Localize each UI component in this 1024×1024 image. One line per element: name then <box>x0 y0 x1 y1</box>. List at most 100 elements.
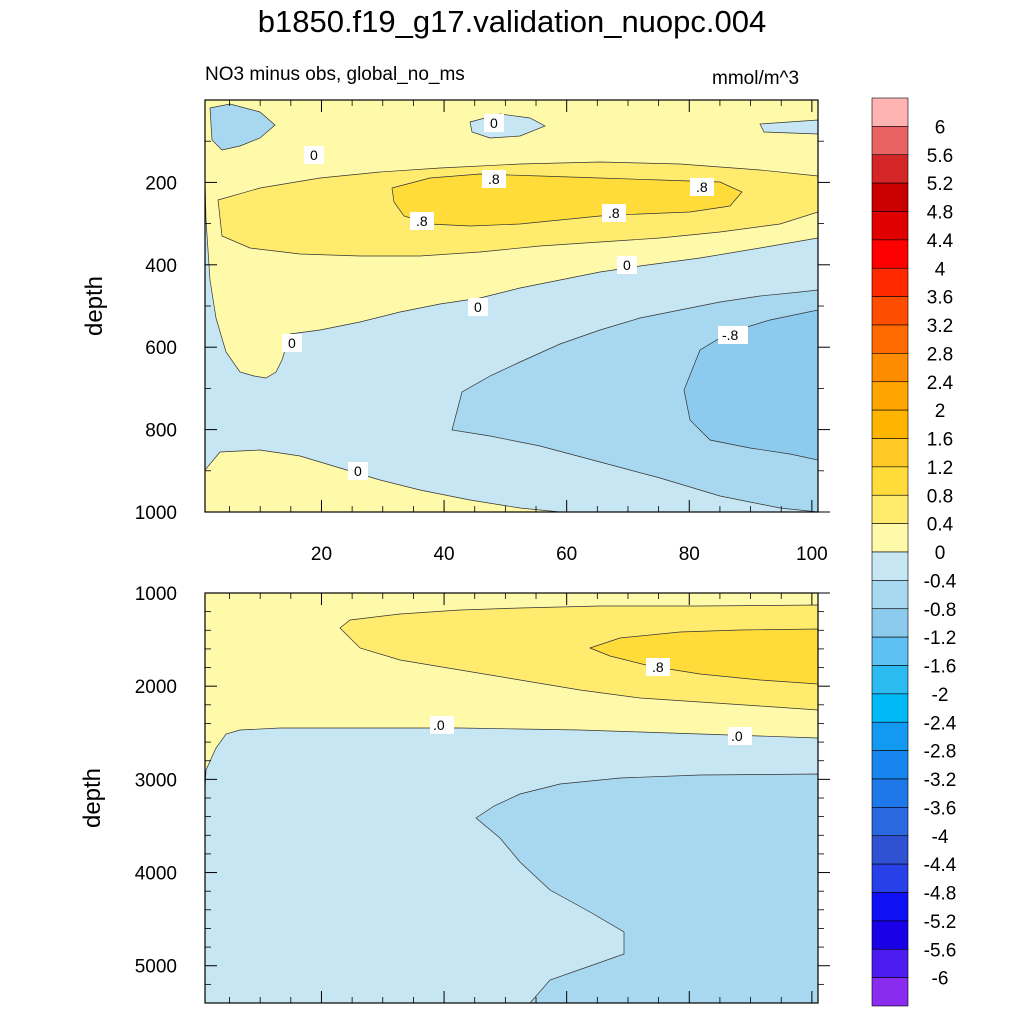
colorbar-label-16: -0.4 <box>924 571 957 592</box>
bottom-y-tick-label-3: 4000 <box>135 864 177 885</box>
colorbar-swatch-24 <box>871 778 909 808</box>
bottom-y-tick-label-4: 5000 <box>135 957 177 978</box>
colorbar-label-17: -0.8 <box>924 600 957 621</box>
units-label: mmol/m^3 <box>712 68 800 89</box>
colorbar-swatch-4 <box>871 211 909 241</box>
colorbar-swatch-5 <box>871 239 909 269</box>
colorbar-swatch-31 <box>871 977 909 1007</box>
colorbar-swatch-18 <box>871 608 909 638</box>
top-y-tick-label-3: 800 <box>145 421 177 442</box>
top-x-tick-label-3: 80 <box>679 544 700 565</box>
colorbar-swatch-23 <box>871 750 909 780</box>
contour-label-bot-0: .8 <box>652 659 664 675</box>
colorbar-label-19: -1.6 <box>924 657 957 678</box>
contour-label-top-7: 0 <box>474 299 482 315</box>
colorbar-label-20: -2 <box>932 685 949 706</box>
colorbar-label-22: -2.8 <box>924 742 957 763</box>
colorbar-swatch-25 <box>871 807 909 837</box>
bottom-contour-labels: .8 .0 .0 <box>430 658 752 745</box>
axes: 20 40 60 80 100 200 400 600 800 1000 1000 2000 3000 4… <box>135 100 830 1003</box>
contour-label-top-4: .8 <box>608 205 620 221</box>
contour-label-bot-2: .0 <box>731 728 743 744</box>
top-upper-negative-band-3 <box>759 119 818 135</box>
top-y-tick-label-4: 1000 <box>135 503 177 524</box>
top-panel-contours <box>205 100 818 512</box>
contour-label-top-10: 0 <box>354 463 362 479</box>
colorbar-label-8: 2.8 <box>927 344 953 365</box>
bottom-y-axis-label: depth <box>79 768 106 828</box>
colorbar-swatch-20 <box>871 665 909 695</box>
colorbar-label-11: 1.6 <box>927 430 953 451</box>
top-upper-negative-band <box>209 103 276 151</box>
colorbar-label-18: -1.2 <box>924 628 957 649</box>
colorbar-swatch-26 <box>871 835 909 865</box>
top-contour-labels: 0 0 .8 .8 .8 .8 0 0 0 -.8 0 <box>282 114 748 480</box>
colorbar-label-15: 0 <box>935 543 946 564</box>
colorbar-swatch-8 <box>871 324 909 354</box>
contour-label-top-0: 0 <box>310 147 318 163</box>
colorbar-swatch-13 <box>871 466 909 496</box>
bottom-y-tick-label-2: 3000 <box>135 770 177 791</box>
top-x-tick-label-1: 40 <box>433 544 454 565</box>
bottom-y-tick-label-1: 2000 <box>135 677 177 698</box>
contour-label-top-6: 0 <box>623 257 631 273</box>
colorbar-swatch-28 <box>871 892 909 922</box>
colorbar-label-25: -4 <box>932 827 949 848</box>
colorbar-swatch-7 <box>871 296 909 326</box>
bottom-neg04-region <box>475 773 818 1003</box>
contour-label-top-2: .8 <box>488 171 500 187</box>
colorbar-swatch-6 <box>871 267 909 297</box>
top-x-tick-label-2: 60 <box>556 544 577 565</box>
contour-label-top-5: .8 <box>696 179 708 195</box>
top-x-tick-label-4: 100 <box>796 544 828 565</box>
colorbar-label-0: 6 <box>935 117 946 138</box>
colorbar-label-24: -3.6 <box>924 798 957 819</box>
contour-label-top-3: .8 <box>416 213 428 229</box>
colorbar-swatch-12 <box>871 438 909 468</box>
colorbar-label-1: 5.6 <box>927 146 953 167</box>
top-y-axis-label: depth <box>81 276 108 336</box>
top-x-tick-label-0: 20 <box>311 544 332 565</box>
contour-label-top-8: 0 <box>288 335 296 351</box>
colorbar-swatch-9 <box>871 353 909 383</box>
top-y-tick-label-0: 200 <box>145 173 177 194</box>
colorbar-swatch-2 <box>871 154 909 184</box>
top-bottom-positive-band <box>205 449 561 512</box>
bottom-y-tick-label-0: 1000 <box>135 584 177 605</box>
colorbar-label-13: 0.8 <box>927 486 953 507</box>
colorbar-swatch-10 <box>871 381 909 411</box>
colorbar-swatch-11 <box>871 409 909 439</box>
colorbar-label-3: 4.8 <box>927 203 953 224</box>
colorbar-swatch-3 <box>871 182 909 212</box>
colorbar-label-14: 0.4 <box>927 515 954 536</box>
colorbar-label-30: -6 <box>932 969 949 990</box>
colorbar-label-2: 5.2 <box>927 174 953 195</box>
colorbar-swatch-17 <box>871 580 909 610</box>
colorbar-label-27: -4.8 <box>924 884 957 905</box>
contour-label-top-1: 0 <box>490 115 498 131</box>
chart-title: b1850.f19_g17.validation_nuopc.004 <box>257 4 767 39</box>
colorbar-label-7: 3.2 <box>927 316 953 337</box>
colorbar-swatch-22 <box>871 721 909 751</box>
colorbar-label-28: -5.2 <box>924 912 957 933</box>
chart-subtitle: NO3 minus obs, global_no_ms <box>205 64 465 85</box>
bottom-panel-contours <box>205 593 818 1003</box>
colorbar-swatch-14 <box>871 494 909 524</box>
colorbar-swatch-29 <box>871 920 909 950</box>
colorbar-swatch-0 <box>871 97 909 127</box>
colorbar-swatch-27 <box>871 863 909 893</box>
colorbar-swatch-30 <box>871 948 909 978</box>
colorbar-swatch-19 <box>871 636 909 666</box>
colorbar-label-21: -2.4 <box>924 713 957 734</box>
colorbar-label-12: 1.2 <box>927 458 953 479</box>
contour-label-bot-1: .0 <box>433 717 445 733</box>
colorbar-label-9: 2.4 <box>927 373 954 394</box>
contour-label-top-9: -.8 <box>722 327 739 343</box>
colorbar-swatch-21 <box>871 693 909 723</box>
colorbar-label-10: 2 <box>935 401 946 422</box>
colorbar-label-23: -3.2 <box>924 770 957 791</box>
top-y-tick-label-1: 400 <box>145 256 177 277</box>
colorbar-label-26: -4.4 <box>924 855 957 876</box>
colorbar-label-5: 4 <box>935 259 946 280</box>
